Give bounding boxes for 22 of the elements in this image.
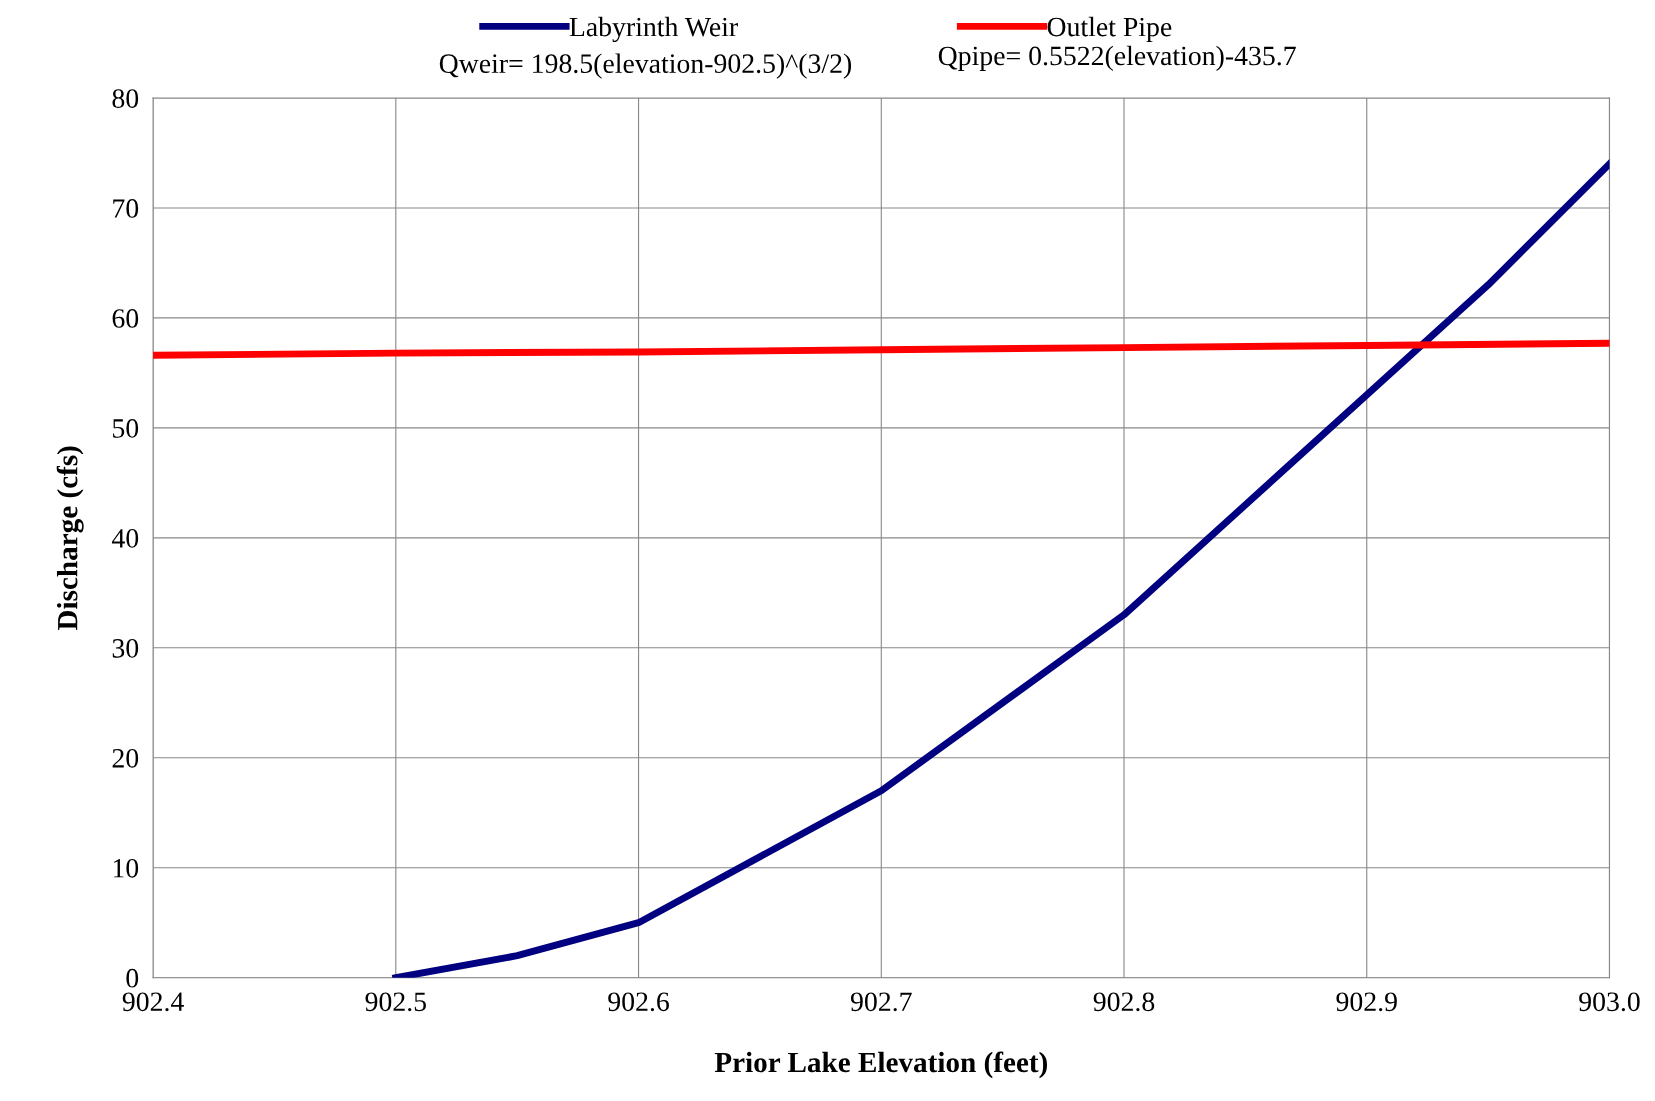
x-tick-label: 902.7 (850, 992, 912, 1012)
y-tick-label: 20 (112, 748, 139, 768)
y-tick-label: 40 (111, 529, 139, 548)
x-tick-label: 902.6 (608, 992, 669, 1012)
y-tick-label: 0 (126, 968, 139, 988)
y-tick-label: 80 (112, 89, 139, 108)
y-axis-title: Discharge (cfs) (56, 446, 84, 631)
text: Qweir= 198.5(elevation-902.5)^(3/2) (439, 53, 852, 79)
y-tick-label: 50 (113, 419, 139, 438)
y-tick-label: 30 (112, 638, 139, 658)
x-tick-label: 902.9 (1336, 992, 1397, 1012)
x-tick-label: 903.0 (1579, 992, 1640, 1012)
legend-label: Outlet Pipe (1047, 16, 1172, 43)
y-tick-label: 70 (113, 199, 139, 218)
legend-label: Labyrinth Weir (569, 16, 738, 43)
y-tick-label: 60 (112, 309, 139, 328)
x-axis-title: Prior Lake Elevation (feet) (714, 1051, 1047, 1079)
y-tick-label: 10 (113, 858, 139, 878)
x-tick-label: 902.8 (1093, 992, 1155, 1012)
text: Qpipe= 0.5522(elevation)-435.7 (938, 45, 1296, 71)
x-tick-label: 902.5 (365, 992, 426, 1012)
x-tick-label: 902.4 (122, 992, 184, 1012)
